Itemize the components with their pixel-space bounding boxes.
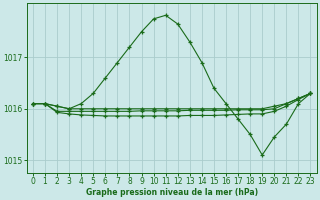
X-axis label: Graphe pression niveau de la mer (hPa): Graphe pression niveau de la mer (hPa) (86, 188, 258, 197)
